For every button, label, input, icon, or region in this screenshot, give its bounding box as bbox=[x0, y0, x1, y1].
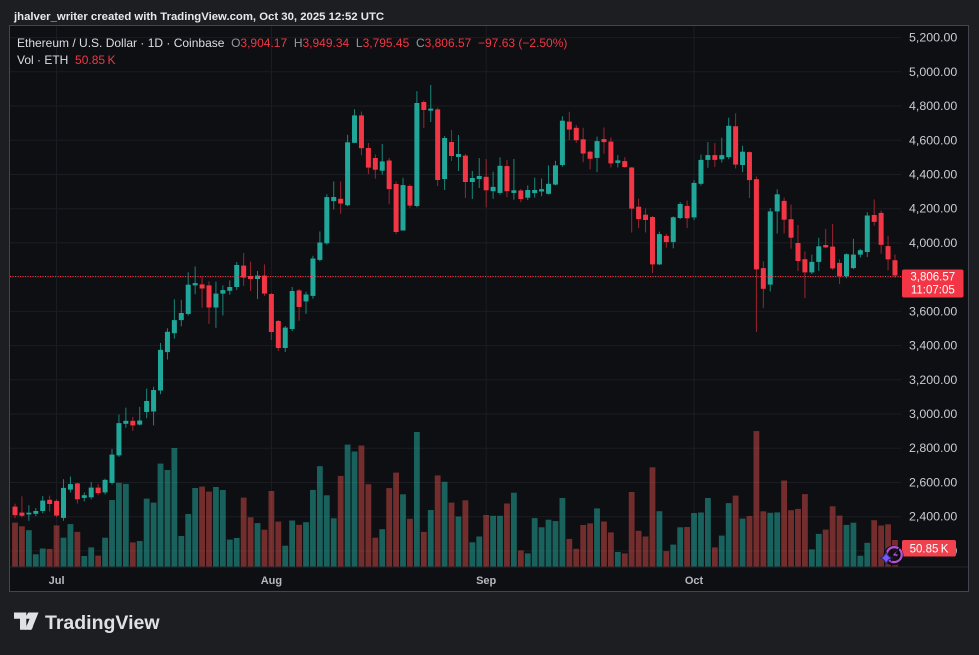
svg-text:2,600.00: 2,600.00 bbox=[909, 476, 957, 490]
svg-text:3,400.00: 3,400.00 bbox=[909, 339, 957, 353]
svg-text:5,200.00: 5,200.00 bbox=[909, 31, 957, 45]
svg-text:Oct: Oct bbox=[685, 575, 704, 587]
svg-text:3,200.00: 3,200.00 bbox=[909, 373, 957, 387]
svg-text:4,600.00: 4,600.00 bbox=[909, 133, 957, 147]
svg-text:11:07:05: 11:07:05 bbox=[911, 285, 955, 297]
svg-text:Sep: Sep bbox=[476, 575, 496, 587]
svg-text:50.85 K: 50.85 K bbox=[910, 544, 949, 556]
svg-text:3,600.00: 3,600.00 bbox=[909, 304, 957, 318]
svg-text:Ethereum / U.S. Dollar · 1D ·: Ethereum / U.S. Dollar · 1D · Coinbase O… bbox=[17, 36, 567, 50]
svg-text:TradingView: TradingView bbox=[45, 612, 160, 634]
svg-text:Jul: Jul bbox=[49, 575, 65, 587]
svg-text:jhalver_writer created with Tr: jhalver_writer created with TradingView.… bbox=[13, 11, 384, 23]
svg-text:4,000.00: 4,000.00 bbox=[909, 236, 957, 250]
svg-text:4,800.00: 4,800.00 bbox=[909, 99, 957, 113]
svg-text:4,400.00: 4,400.00 bbox=[909, 168, 957, 182]
svg-text:4,200.00: 4,200.00 bbox=[909, 202, 957, 216]
svg-text:5,000.00: 5,000.00 bbox=[909, 65, 957, 79]
svg-text:2,800.00: 2,800.00 bbox=[909, 441, 957, 455]
svg-text:Aug: Aug bbox=[261, 575, 282, 587]
svg-text:Vol · ETH 50.85 K: Vol · ETH 50.85 K bbox=[17, 53, 115, 67]
svg-text:3,000.00: 3,000.00 bbox=[909, 407, 957, 421]
svg-text:3,806.57: 3,806.57 bbox=[910, 272, 955, 284]
svg-text:2,400.00: 2,400.00 bbox=[909, 510, 957, 524]
